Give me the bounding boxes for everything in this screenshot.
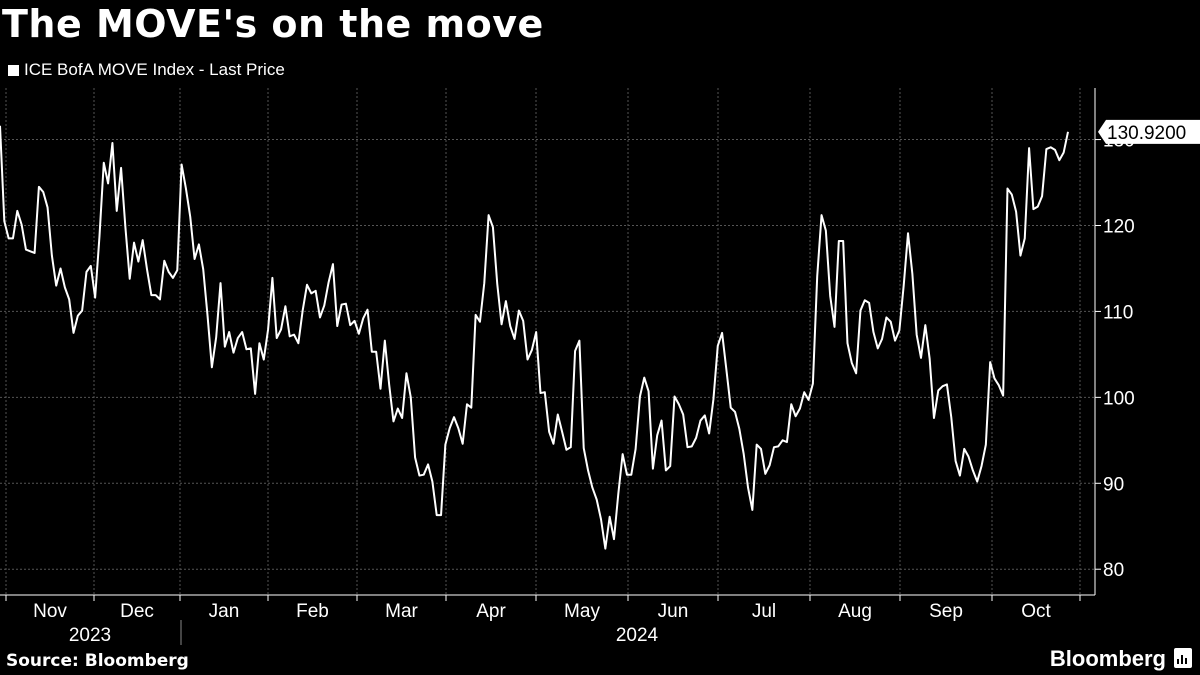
x-month-label: Dec (120, 601, 154, 622)
x-month-label: Oct (1021, 601, 1051, 622)
y-tick-label: 90 (1103, 474, 1124, 495)
y-tick-label: 110 (1103, 302, 1133, 323)
last-value-label: 130.9200 (1107, 123, 1186, 144)
axes (0, 88, 1101, 645)
x-year-label: 2024 (616, 625, 659, 646)
y-tick-label: 120 (1103, 216, 1135, 237)
source-note: Source: Bloomberg (6, 651, 189, 671)
x-month-label: Aug (838, 601, 872, 622)
legend: ICE BofA MOVE Index - Last Price (8, 60, 285, 80)
last-value-callout (1098, 119, 1200, 144)
x-month-label: Jun (658, 601, 689, 622)
series-line (0, 125, 1069, 550)
plot-area (0, 125, 1069, 550)
chart-title: The MOVE's on the move (2, 2, 544, 46)
legend-swatch (8, 64, 19, 76)
x-month-label: Jan (209, 601, 240, 622)
y-tick-label: 100 (1103, 388, 1135, 409)
bloomberg-terminal-icon (1174, 648, 1192, 668)
x-month-label: May (564, 601, 600, 622)
x-month-label: Nov (33, 601, 67, 622)
brand-logo: Bloomberg (1049, 646, 1166, 671)
legend-label: ICE BofA MOVE Index - Last Price (24, 60, 285, 79)
x-month-label: Apr (476, 601, 506, 622)
x-month-label: Sep (929, 601, 963, 622)
x-month-label: Mar (385, 601, 418, 622)
axis-labels: 8090100110120130NovDecJanFebMarAprMayJun… (33, 119, 1200, 646)
x-month-label: Feb (296, 601, 329, 622)
x-month-label: Jul (752, 601, 776, 622)
y-tick-label: 80 (1103, 560, 1124, 581)
grid (0, 88, 1095, 595)
x-year-label: 2023 (69, 625, 111, 646)
